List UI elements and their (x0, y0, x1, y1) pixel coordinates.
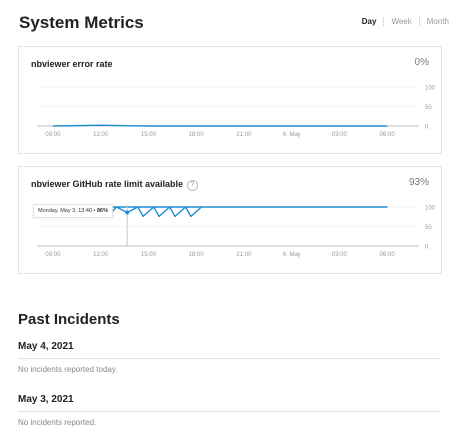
x-tick-label: 03:00 (332, 252, 348, 258)
x-tick-label: 09:00 (45, 252, 61, 258)
past-incidents-title: Past Incidents (18, 311, 120, 328)
x-tick-label: 12:00 (93, 132, 109, 138)
hover-point (125, 210, 130, 215)
help-icon[interactable]: ? (187, 180, 199, 191)
x-tick-label: 06:00 (380, 252, 396, 258)
page-title: System Metrics (19, 13, 144, 32)
metric-title: nbviewer error rate (31, 59, 113, 69)
tooltip-value: 86% (97, 208, 109, 214)
y-tick-label: 100 (425, 206, 436, 212)
y-tick-label: 0 (425, 125, 429, 131)
incident-note: No incidents reported. (18, 418, 97, 427)
x-tick-label: 4. May (283, 252, 301, 258)
metric-value: 0% (414, 57, 429, 68)
tab-day[interactable]: Day (361, 17, 377, 26)
metric-value: 93% (408, 177, 429, 188)
incident-day: May 4, 2021 No incidents reported today. (18, 341, 440, 374)
x-tick-label: 21:00 (236, 132, 252, 138)
x-tick-label: 18:00 (189, 132, 205, 138)
time-range-tabs: Day Week Month (355, 17, 456, 26)
series-line (52, 124, 388, 127)
x-tick-label: 21:00 (236, 252, 252, 258)
metric-chart[interactable]: 100 50 0 09:00 12:00 15:00 18:00 21:00 4. May 03:… (19, 47, 441, 153)
metric-title: nbviewer GitHub rate limit available? (31, 179, 199, 191)
y-tick-label: 50 (425, 105, 432, 111)
x-tick-label: 09:00 (45, 132, 61, 138)
x-tick-label: 4. May (283, 132, 301, 138)
y-tick-label: 50 (425, 225, 432, 231)
tab-month[interactable]: Month (418, 17, 456, 26)
x-tick-label: 15:00 (141, 252, 157, 258)
y-tick-label: 100 (425, 86, 436, 92)
incident-day: May 3, 2021 No incidents reported. (18, 394, 440, 427)
tab-week[interactable]: Week (383, 17, 418, 26)
x-tick-label: 03:00 (332, 132, 348, 138)
series-line (37, 206, 388, 218)
metric-card-error-rate: nbviewer error rate 0% 100 50 0 09:00 12:00 1… (18, 46, 442, 154)
incident-note: No incidents reported today. (18, 365, 118, 374)
x-tick-label: 18:00 (189, 252, 205, 258)
metric-title-text: nbviewer GitHub rate limit available (31, 179, 184, 189)
y-tick-label: 0 (425, 245, 429, 251)
chart-tooltip: Monday, May 3, 13:40 • 86% (33, 204, 114, 218)
incident-date: May 4, 2021 (18, 341, 440, 359)
metric-chart[interactable]: 100 50 0 09:00 12:00 15:00 18:00 21:00 4. May 03:… (19, 167, 441, 273)
metric-card-rate-limit: nbviewer GitHub rate limit available? 93… (18, 166, 442, 274)
tooltip-label: Monday, May 3, 13:40 • (38, 208, 96, 214)
x-tick-label: 06:00 (380, 132, 396, 138)
x-tick-label: 12:00 (93, 252, 109, 258)
x-tick-label: 15:00 (141, 132, 157, 138)
incident-date: May 3, 2021 (18, 394, 440, 412)
